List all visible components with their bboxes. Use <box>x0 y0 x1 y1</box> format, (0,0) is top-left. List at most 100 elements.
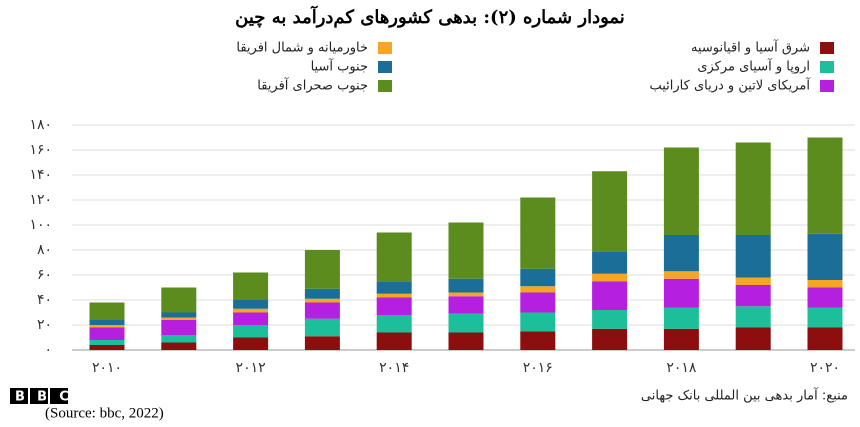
bar-segment <box>89 325 125 328</box>
bar-segment <box>592 328 628 350</box>
y-tick-label: ۱۲۰ <box>29 192 52 208</box>
bar-segment <box>233 300 269 309</box>
bar-segment <box>592 281 628 310</box>
legend-label: جنوب صحرای آفریقا <box>257 77 368 94</box>
bar-segment <box>807 327 843 350</box>
bar-segment <box>663 271 699 279</box>
legend-label: شرق آسیا و اقیانوسیه <box>691 39 810 56</box>
legend-label: اروپا و آسیای مرکزی <box>697 58 810 75</box>
legend-swatch <box>378 61 392 73</box>
bar-segment <box>233 337 269 350</box>
bar-segment <box>807 307 843 328</box>
bar-segment <box>233 325 269 338</box>
x-tick-label: ۲۰۱۲ <box>236 360 266 376</box>
bar-segment <box>807 280 843 288</box>
bar-segment <box>304 250 340 289</box>
bar-segment <box>520 268 556 287</box>
logo-block <box>50 388 68 404</box>
bar-segment <box>735 142 771 235</box>
bar-segment <box>807 137 843 234</box>
bar-segment <box>233 272 269 300</box>
bar-segment <box>448 313 484 333</box>
bar-segment <box>376 281 412 294</box>
bar-segment <box>663 235 699 272</box>
bar-segment <box>448 222 484 279</box>
bar-segment <box>448 296 484 314</box>
bar-segment <box>520 292 556 313</box>
y-tick-label: ۱۰۰ <box>29 217 52 233</box>
legend-swatch <box>820 80 834 92</box>
legend-label: جنوب آسیا <box>311 58 368 75</box>
caption: (Source: bbc, 2022) <box>45 405 164 421</box>
bar-segment <box>592 310 628 329</box>
bar-segment <box>161 287 197 313</box>
bar-segment <box>520 312 556 332</box>
legend-label: آمریکای لاتین و دریای کارائیب <box>649 77 811 94</box>
x-tick-label: ۲۰۱۶ <box>523 360 553 376</box>
bar-segment <box>304 336 340 350</box>
logo-text: BBC <box>15 390 81 405</box>
y-tick-label: ۴۰ <box>37 292 52 308</box>
bar-segment <box>663 328 699 350</box>
bar-segment <box>663 278 699 308</box>
bar-segment <box>735 327 771 350</box>
bar-segment <box>735 285 771 307</box>
bar-segment <box>89 302 125 320</box>
x-tick-label: ۲۰۲۰ <box>810 360 840 376</box>
y-tick-label: ۲۰ <box>37 317 52 333</box>
bar-segment <box>89 340 125 345</box>
bar-segment <box>448 278 484 293</box>
logo-block <box>30 388 48 404</box>
x-tick-label: ۲۰۱۰ <box>92 360 122 376</box>
bar-segment <box>89 327 125 340</box>
bar-segment <box>735 306 771 328</box>
bar-segment <box>89 320 125 325</box>
bar-segment <box>735 277 771 285</box>
bar-segment <box>592 171 628 252</box>
y-tick-label: ۱۴۰ <box>29 167 52 183</box>
bar-segment <box>807 233 843 280</box>
bar-segment <box>89 345 125 350</box>
bar-segment <box>233 308 269 313</box>
bar-segment <box>376 332 412 350</box>
bar-segment <box>592 251 628 274</box>
bar-segment <box>304 298 340 303</box>
bar-segment <box>448 292 484 297</box>
y-tick-label: ۱۸۰ <box>29 117 52 133</box>
bar-segment <box>161 320 197 335</box>
bar-segment <box>233 312 269 325</box>
bar-segment <box>304 302 340 319</box>
bar-segment <box>735 235 771 278</box>
legend-swatch <box>820 61 834 73</box>
bar-segment <box>304 288 340 299</box>
bar-segment <box>520 331 556 350</box>
logo-block <box>10 388 28 404</box>
bar-segment <box>376 232 412 282</box>
bar-segment <box>592 273 628 282</box>
source: منبع: آمار بدهی بین المللی بانک جهانی <box>641 387 848 404</box>
bar-segment <box>161 317 197 320</box>
x-tick-label: ۲۰۱۴ <box>379 360 409 376</box>
bar-segment <box>807 287 843 308</box>
logo: BBC <box>10 388 81 405</box>
legend-swatch <box>378 42 392 54</box>
y-tick-label: ۱۶۰ <box>29 142 52 158</box>
bar-segment <box>161 342 197 350</box>
bar-segment <box>304 318 340 337</box>
bar-segment <box>663 307 699 329</box>
bar-segment <box>376 315 412 333</box>
bar-segment <box>376 293 412 298</box>
bar-segment <box>161 335 197 343</box>
legend-swatch <box>820 42 834 54</box>
bar-segment <box>448 332 484 350</box>
chart-title: نمودار شماره (۲): بدهی کشورهای کم‌درآمد … <box>235 5 625 28</box>
y-tick-label: ۰ <box>44 342 52 358</box>
bar-segment <box>520 286 556 293</box>
bar-segment <box>376 297 412 315</box>
legend-label: خاورمیانه و شمال افریقا <box>236 41 368 56</box>
y-tick-label: ۸۰ <box>37 242 52 258</box>
x-tick-label: ۲۰۱۸ <box>666 360 697 376</box>
bar-segment <box>663 147 699 235</box>
bar-segment <box>161 312 197 318</box>
